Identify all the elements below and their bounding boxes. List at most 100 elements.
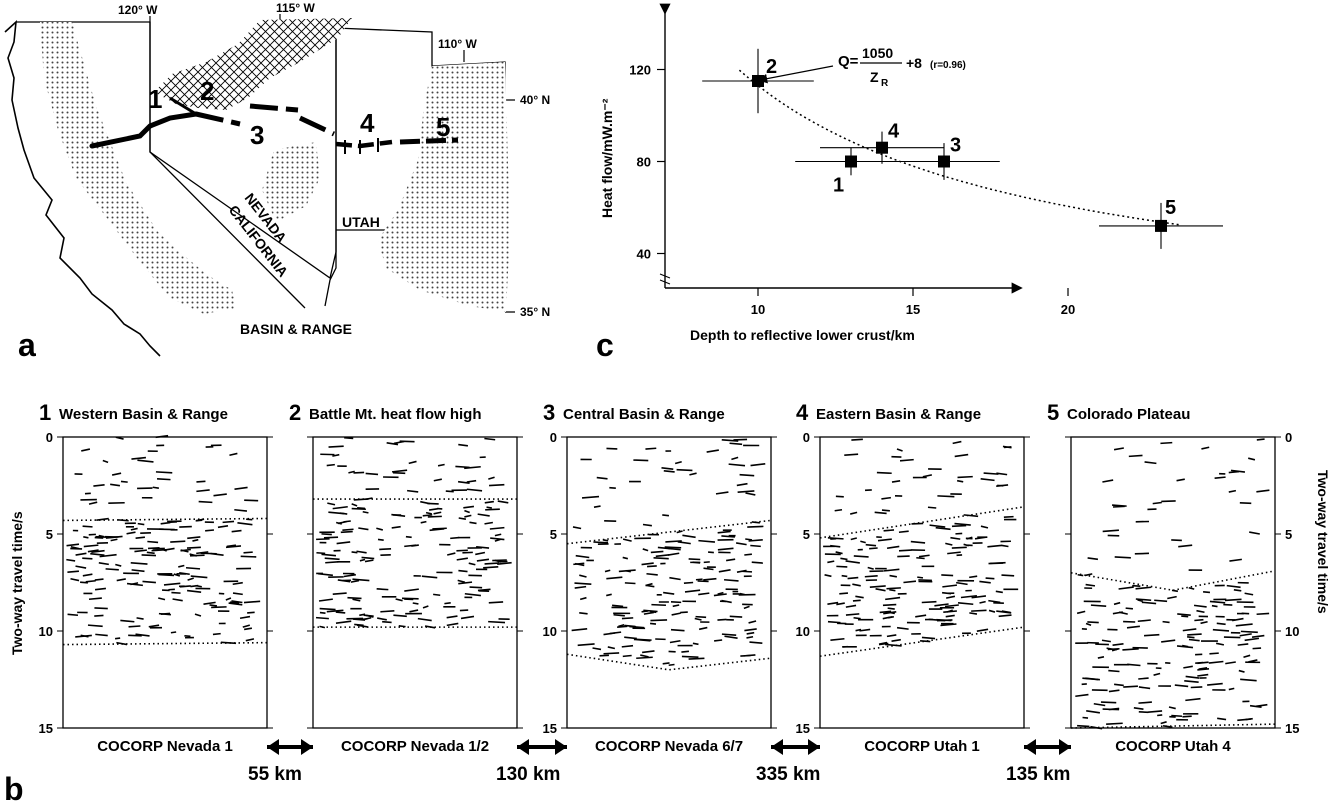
reflector <box>853 616 861 620</box>
reflector <box>332 592 347 595</box>
reflector <box>1085 622 1092 627</box>
reflector <box>1090 604 1107 607</box>
reflector <box>94 614 104 617</box>
reflector <box>344 436 354 440</box>
reflector <box>840 557 848 561</box>
reflector <box>110 483 121 487</box>
reflector <box>67 613 79 617</box>
reflector <box>622 556 629 560</box>
reflector <box>860 540 866 544</box>
reflectivity-boundary <box>819 506 1025 539</box>
reflector <box>881 509 890 512</box>
reflector <box>867 566 874 570</box>
reflector <box>650 610 657 614</box>
reflectors <box>315 436 512 629</box>
reflectors <box>571 438 766 667</box>
reflector <box>645 582 653 587</box>
reflector <box>726 558 736 562</box>
panel-title: Colorado Plateau <box>1067 406 1190 423</box>
reflector <box>339 512 348 515</box>
reflector <box>362 510 369 514</box>
y-tick-label: 5 <box>46 527 53 542</box>
reflector <box>748 620 757 624</box>
reflector <box>105 535 123 539</box>
reflector <box>1187 633 1202 636</box>
profile-line-5 <box>399 137 459 145</box>
reflector <box>942 584 958 588</box>
reflector <box>335 611 346 614</box>
reflector <box>1252 647 1262 650</box>
reflector <box>951 524 967 528</box>
reflector <box>316 538 330 541</box>
distance-arrowhead-right <box>1059 739 1071 755</box>
reflector <box>187 589 202 594</box>
reflector <box>1231 617 1244 622</box>
reflector <box>484 521 494 525</box>
reflector <box>646 572 658 576</box>
reflector <box>1087 557 1099 561</box>
reflector <box>425 511 433 515</box>
reflector <box>681 655 699 658</box>
reflectors <box>823 438 1019 648</box>
reflector <box>382 620 392 624</box>
survey-label: COCORP Nevada 1/2 <box>341 738 489 755</box>
seismic-panel-4: 4 Eastern Basin & Range COCORP Utah 1 0 5 10 1… <box>796 400 1030 755</box>
y-tick-label: 120 <box>629 63 651 78</box>
reflector <box>376 527 384 531</box>
reflector <box>95 633 108 637</box>
reflector <box>352 578 370 582</box>
reflector <box>1002 445 1012 449</box>
reflector <box>94 578 104 581</box>
reflector <box>340 530 353 534</box>
reflector <box>391 469 408 473</box>
reflector <box>490 537 505 541</box>
reflector <box>911 522 924 525</box>
reflector <box>444 602 451 605</box>
reflector <box>1229 558 1242 562</box>
reflector <box>445 490 454 493</box>
reflector <box>1102 708 1120 711</box>
reflector <box>956 581 968 586</box>
reflector <box>663 470 675 473</box>
point-label-4: 4 <box>888 121 900 143</box>
seismic-panel-1: 1 Western Basin & Range COCORP Nevada 1 0 5 1… <box>39 400 273 755</box>
reflector <box>1126 625 1140 629</box>
point-label-3: 3 <box>950 135 961 157</box>
reflector <box>1244 592 1254 596</box>
map-profile-3: 3 <box>250 120 264 150</box>
reflector <box>1171 539 1182 542</box>
reflector <box>1114 683 1124 687</box>
reflector <box>883 568 900 572</box>
reflector <box>432 527 447 530</box>
reflector <box>316 551 326 555</box>
reflector <box>421 575 438 579</box>
reflector <box>641 562 654 566</box>
reflector <box>365 497 373 501</box>
reflector <box>929 524 946 528</box>
reflector <box>1154 599 1168 603</box>
reflector <box>740 570 753 573</box>
reflector <box>602 539 609 542</box>
reflector <box>1086 710 1100 714</box>
reflector <box>944 604 959 608</box>
reflector <box>489 483 505 487</box>
reflector <box>319 611 326 615</box>
reflector <box>689 472 697 476</box>
chart-xlabel: Depth to reflective lower crust/km <box>690 327 915 343</box>
reflector <box>343 520 351 523</box>
fit-numerator: 1050 <box>862 45 893 61</box>
reflector <box>688 558 701 561</box>
survey-label: COCORP Nevada 6/7 <box>595 738 743 755</box>
reflector <box>88 501 98 505</box>
reflector <box>342 528 354 531</box>
reflector <box>404 588 419 592</box>
reflectivity-boundary <box>819 626 1025 658</box>
reflector <box>910 540 926 544</box>
reflector <box>653 557 669 560</box>
reflector <box>116 641 128 646</box>
reflector <box>664 546 682 549</box>
seismic-panel-3: 3 Central Basin & Range COCORP Nevada 6/7 0… <box>543 400 777 755</box>
reflector <box>225 597 232 601</box>
reflector <box>232 592 243 596</box>
reflector <box>998 614 1012 618</box>
